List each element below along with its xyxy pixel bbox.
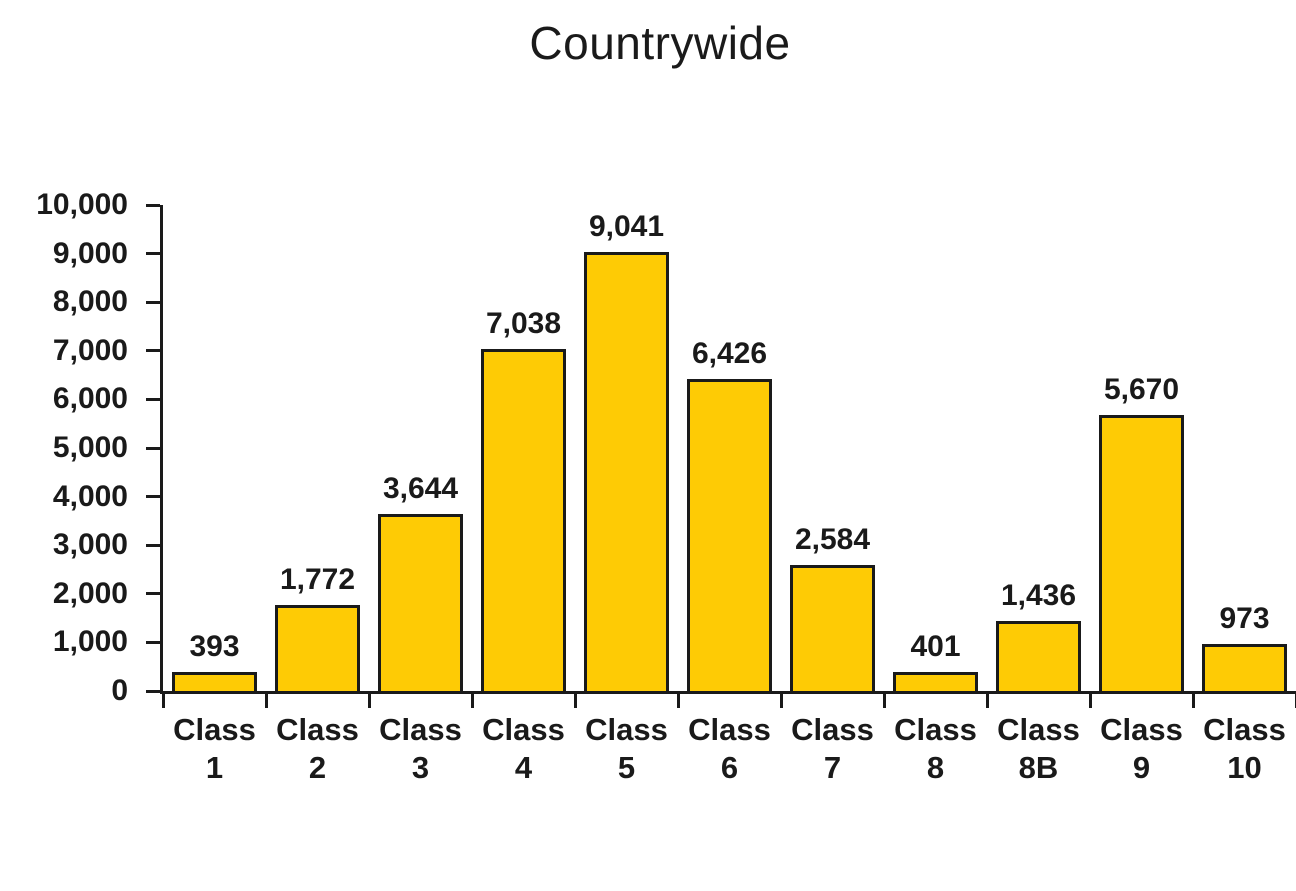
y-axis-tick-label: 4,000 — [52, 479, 128, 513]
category-label-line2: 1 — [205, 750, 224, 785]
category-label-line1: Class — [688, 712, 771, 747]
plot-area: 0 1,000 2,000 3,000 4,000 5,000 6,000 7,000 8,00… — [36, 188, 1296, 785]
x-axis-tick — [470, 691, 474, 708]
x-axis-category-label: Class 4 — [472, 711, 575, 787]
y-axis-tick — [146, 446, 160, 450]
bar-value-label: 9,041 — [588, 210, 665, 243]
bar-class-6 — [687, 379, 772, 691]
chart-title: Countrywide — [529, 17, 791, 69]
category-label-line1: Class — [173, 712, 256, 747]
category-label-line2: 8 — [926, 750, 945, 785]
bar-class-4 — [481, 349, 566, 691]
x-axis-tick — [882, 691, 886, 708]
y-axis-tick — [146, 397, 160, 401]
bar-value-label: 6,426 — [691, 337, 768, 370]
category-label-line2: 2 — [308, 750, 327, 785]
y-axis-tick — [146, 495, 160, 499]
y-axis-tick-label: 8,000 — [52, 285, 128, 319]
category-label-line2: 7 — [823, 750, 842, 785]
y-axis-tick-label: 10,000 — [36, 188, 128, 221]
y-axis-tick — [146, 592, 160, 596]
x-axis-category-label: Class 8B — [987, 711, 1090, 787]
category-label-line1: Class — [997, 712, 1080, 747]
y-axis-tick — [146, 640, 160, 644]
x-axis-category-label: Class 1 — [163, 711, 266, 787]
bar-class-3 — [378, 514, 463, 691]
bar-value-label: 1,436 — [1000, 579, 1077, 612]
bar-value-label: 7,038 — [485, 307, 562, 340]
bar-value-label: 5,670 — [1103, 373, 1180, 406]
category-label-line2: 3 — [411, 750, 430, 785]
y-axis-tick-label: 9,000 — [52, 236, 128, 270]
bar-value-label: 2,584 — [794, 523, 871, 556]
bar-class-2 — [275, 605, 360, 691]
x-axis-tick — [779, 691, 783, 708]
category-label-line1: Class — [1203, 712, 1286, 747]
category-label-line1: Class — [276, 712, 359, 747]
y-axis-tick-label: 5,000 — [52, 431, 128, 464]
category-label-line1: Class — [482, 712, 565, 747]
x-axis-tick — [1191, 691, 1195, 708]
bar-class-8b — [996, 621, 1081, 691]
y-axis-tick — [146, 543, 160, 547]
category-label-line1: Class — [791, 712, 874, 747]
x-axis-tick — [1088, 691, 1092, 708]
y-axis-tick-label: 2,000 — [52, 576, 128, 610]
bar-value-label: 393 — [189, 630, 240, 663]
x-axis-tick — [985, 691, 989, 708]
x-axis-tick — [264, 691, 268, 708]
x-axis-tick — [573, 691, 577, 708]
bar-value-label: 401 — [910, 630, 961, 663]
bar-class-1 — [172, 672, 257, 691]
bar-class-9 — [1099, 415, 1184, 691]
category-label-line2: 4 — [514, 750, 533, 785]
category-label-line2: 10 — [1227, 750, 1262, 785]
y-axis-tick — [146, 300, 160, 304]
category-label-line1: Class — [1100, 712, 1183, 747]
bar-class-5 — [584, 252, 669, 691]
bar-value-label: 1,772 — [279, 563, 356, 596]
bar-class-10 — [1202, 644, 1287, 691]
category-label-line2: 8B — [1018, 750, 1059, 785]
bar-value-label: 973 — [1219, 602, 1270, 635]
y-axis-tick — [146, 203, 160, 207]
x-axis-category-label: Class 7 — [781, 711, 884, 787]
x-axis-tick — [676, 691, 680, 708]
x-axis-category-label: Class 5 — [575, 711, 678, 787]
bar-class-8 — [893, 672, 978, 691]
x-axis-tick — [367, 691, 371, 708]
x-axis-category-label: Class 2 — [266, 711, 369, 787]
category-label-line2: 5 — [617, 750, 636, 785]
category-label-line2: 9 — [1132, 750, 1151, 785]
x-axis-tick — [161, 691, 165, 708]
x-axis-category-label: Class 3 — [369, 711, 472, 787]
y-axis-tick-label: 7,000 — [52, 333, 128, 367]
x-axis-category-label: Class 10 — [1193, 711, 1296, 787]
bar-value-label: 3,644 — [382, 472, 459, 505]
y-axis-tick — [146, 252, 160, 256]
y-axis-tick-label: 1,000 — [52, 625, 128, 659]
y-axis-tick — [146, 689, 160, 693]
y-axis-tick-label: 0 — [111, 674, 128, 707]
y-axis-tick-label: 6,000 — [52, 382, 128, 416]
category-label-line2: 6 — [720, 750, 739, 785]
x-axis-category-label: Class 6 — [678, 711, 781, 787]
y-axis-tick-label: 3,000 — [52, 528, 128, 562]
bar-class-7 — [790, 565, 875, 691]
x-axis-category-label: Class 9 — [1090, 711, 1193, 787]
y-axis-tick — [146, 349, 160, 353]
category-label-line1: Class — [585, 712, 668, 747]
category-label-line1: Class — [379, 712, 462, 747]
category-label-line1: Class — [894, 712, 977, 747]
x-axis-category-label: Class 8 — [884, 711, 987, 787]
x-axis-tick — [1294, 691, 1296, 708]
